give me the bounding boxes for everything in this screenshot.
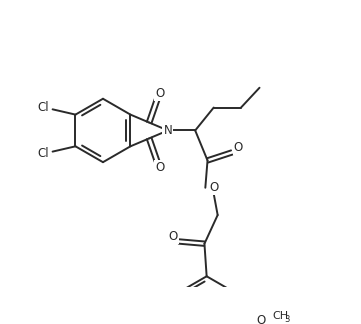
Text: O: O	[256, 314, 265, 324]
Text: Cl: Cl	[37, 101, 49, 114]
Text: N: N	[164, 124, 172, 137]
Text: Cl: Cl	[37, 147, 49, 160]
Text: CH: CH	[272, 311, 288, 321]
Text: O: O	[168, 230, 177, 243]
Text: O: O	[209, 181, 219, 194]
Text: O: O	[234, 141, 243, 154]
Text: O: O	[156, 161, 165, 174]
Text: 3: 3	[284, 315, 290, 324]
Text: O: O	[156, 87, 165, 100]
